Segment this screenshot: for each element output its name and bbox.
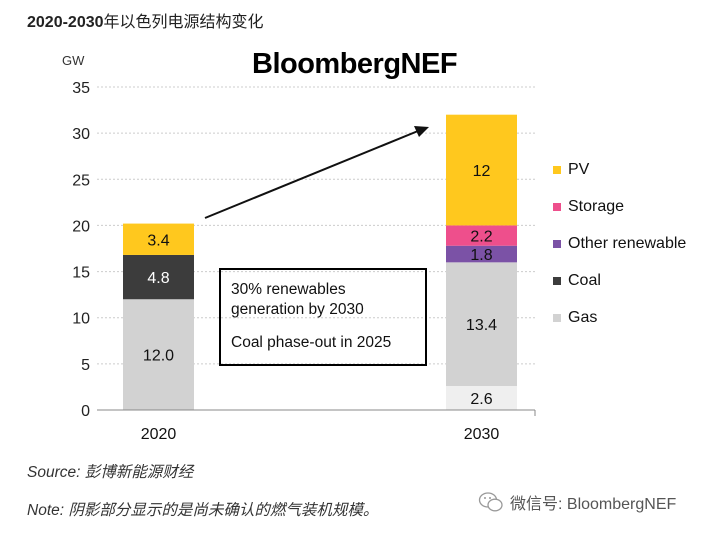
bar-segment-gas	[123, 299, 194, 410]
bar-segment-storage	[446, 225, 517, 246]
trend-arrow	[204, 130, 419, 219]
data-label: 3.4	[147, 232, 169, 249]
bar-segment-gas-unconfirmed	[446, 386, 517, 410]
page-title: 2020-2030年以色列电源结构变化	[27, 14, 264, 31]
brand-logo: BloombergNEF	[252, 48, 458, 80]
y-tick-label: 10	[72, 311, 90, 328]
arrow-head	[414, 126, 429, 137]
wechat-icon	[478, 492, 503, 512]
annotation-line: generation by 2030	[231, 301, 364, 318]
legend-item: Gas	[553, 309, 597, 327]
y-tick-label: 30	[72, 126, 90, 143]
legend-swatch	[553, 240, 561, 248]
y-tick-label: 20	[72, 218, 90, 235]
y-axis-unit: GW	[62, 53, 85, 68]
data-label: 12.0	[143, 348, 174, 365]
x-tick-label: 2020	[141, 426, 177, 443]
x-tick-label: 2030	[464, 426, 500, 443]
legend-swatch	[553, 314, 561, 322]
data-label: 2.6	[470, 391, 492, 408]
data-label: 13.4	[466, 317, 497, 334]
legend-label: Coal	[568, 272, 601, 289]
data-label: 12	[473, 163, 491, 180]
legend-item: Storage	[553, 198, 624, 216]
y-tick-label: 15	[72, 265, 90, 282]
legend-item: PV	[553, 161, 589, 179]
legend-item: Other renewable	[553, 235, 686, 253]
data-label: 4.8	[147, 270, 169, 287]
annotation-line: Coal phase-out in 2025	[231, 334, 392, 351]
data-label: 1.8	[470, 247, 492, 264]
legend-swatch	[553, 277, 561, 285]
legend-swatch	[553, 203, 561, 211]
bar-segment-other-renewable	[446, 245, 517, 263]
y-tick-label: 25	[72, 172, 90, 189]
legend-label: Storage	[568, 198, 625, 215]
source-note: Source: 彭博新能源财经	[27, 464, 194, 481]
bar-segment-gas	[446, 262, 517, 387]
y-tick-label: 35	[72, 80, 90, 97]
bar-segment-pv	[123, 223, 194, 255]
data-label: 2.2	[470, 229, 492, 246]
y-tick-label: 5	[81, 357, 90, 374]
legend-item: Coal	[553, 272, 601, 290]
footnote: Note: 阴影部分显示的是尚未确认的燃气装机规模。	[27, 502, 379, 519]
legend-label: PV	[568, 161, 590, 178]
legend-label: Gas	[568, 309, 598, 326]
annotation-box: 30% renewables generation by 2030 Coal p…	[219, 268, 427, 366]
bar-segment-coal	[123, 254, 194, 300]
watermark: 微信号: BloombergNEF	[478, 490, 676, 514]
bar-segment-pv	[446, 114, 517, 226]
annotation-line: 30% renewables	[231, 281, 346, 298]
y-tick-label: 0	[81, 403, 90, 420]
legend-swatch	[553, 166, 561, 174]
legend-label: Other renewable	[568, 235, 687, 252]
